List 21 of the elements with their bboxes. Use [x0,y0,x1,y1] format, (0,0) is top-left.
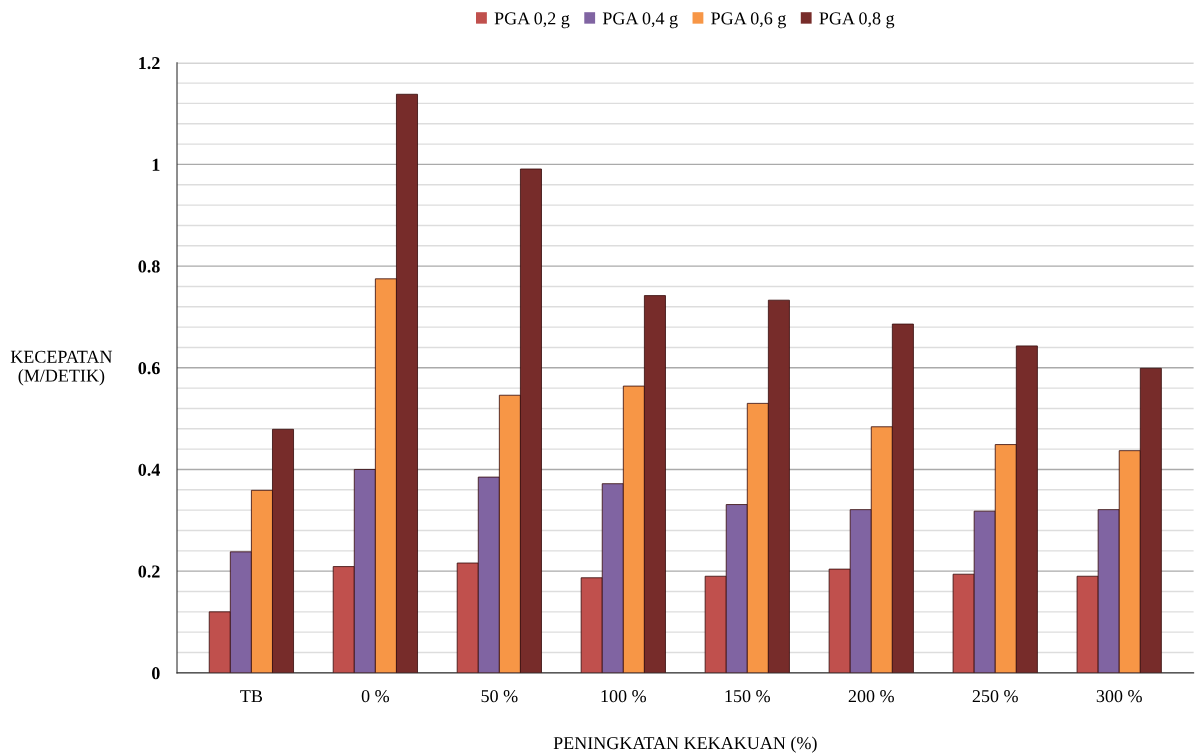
x-tick-label: 50 % [481,690,518,703]
y-tick-label: 1.2 [139,57,160,70]
legend-label: PGA 0,6 g [711,12,786,29]
x-tick-label: 300 % [1096,690,1142,703]
x-tick-label: 200 % [848,690,894,703]
y-tick-label: 1 [152,158,160,171]
y-tick-label: 0.2 [138,565,160,578]
x-tick-label: 0 % [361,690,390,703]
y-axis-title: KECEPATAN (M/DETIK) [10,350,113,386]
legend-label: PGA 0,4 g [602,12,678,29]
x-tick-label: 150 % [725,690,770,703]
y-tick-label: 0.4 [138,463,161,476]
y-tick-label: 0.8 [138,260,160,273]
x-axis-title: PENINGKATAN KEKAKUAN (%) [553,736,817,753]
legend-label: PGA 0,2 g [494,12,570,29]
y-tick-label: 0.6 [138,362,160,375]
x-tick-label: 250 % [972,690,1018,703]
legend-label: PGA 0,8 g [819,12,895,29]
y-tick-label: 0 [152,667,160,680]
x-tick-label: TB [240,690,263,703]
x-tick-label: 100 % [601,690,647,703]
